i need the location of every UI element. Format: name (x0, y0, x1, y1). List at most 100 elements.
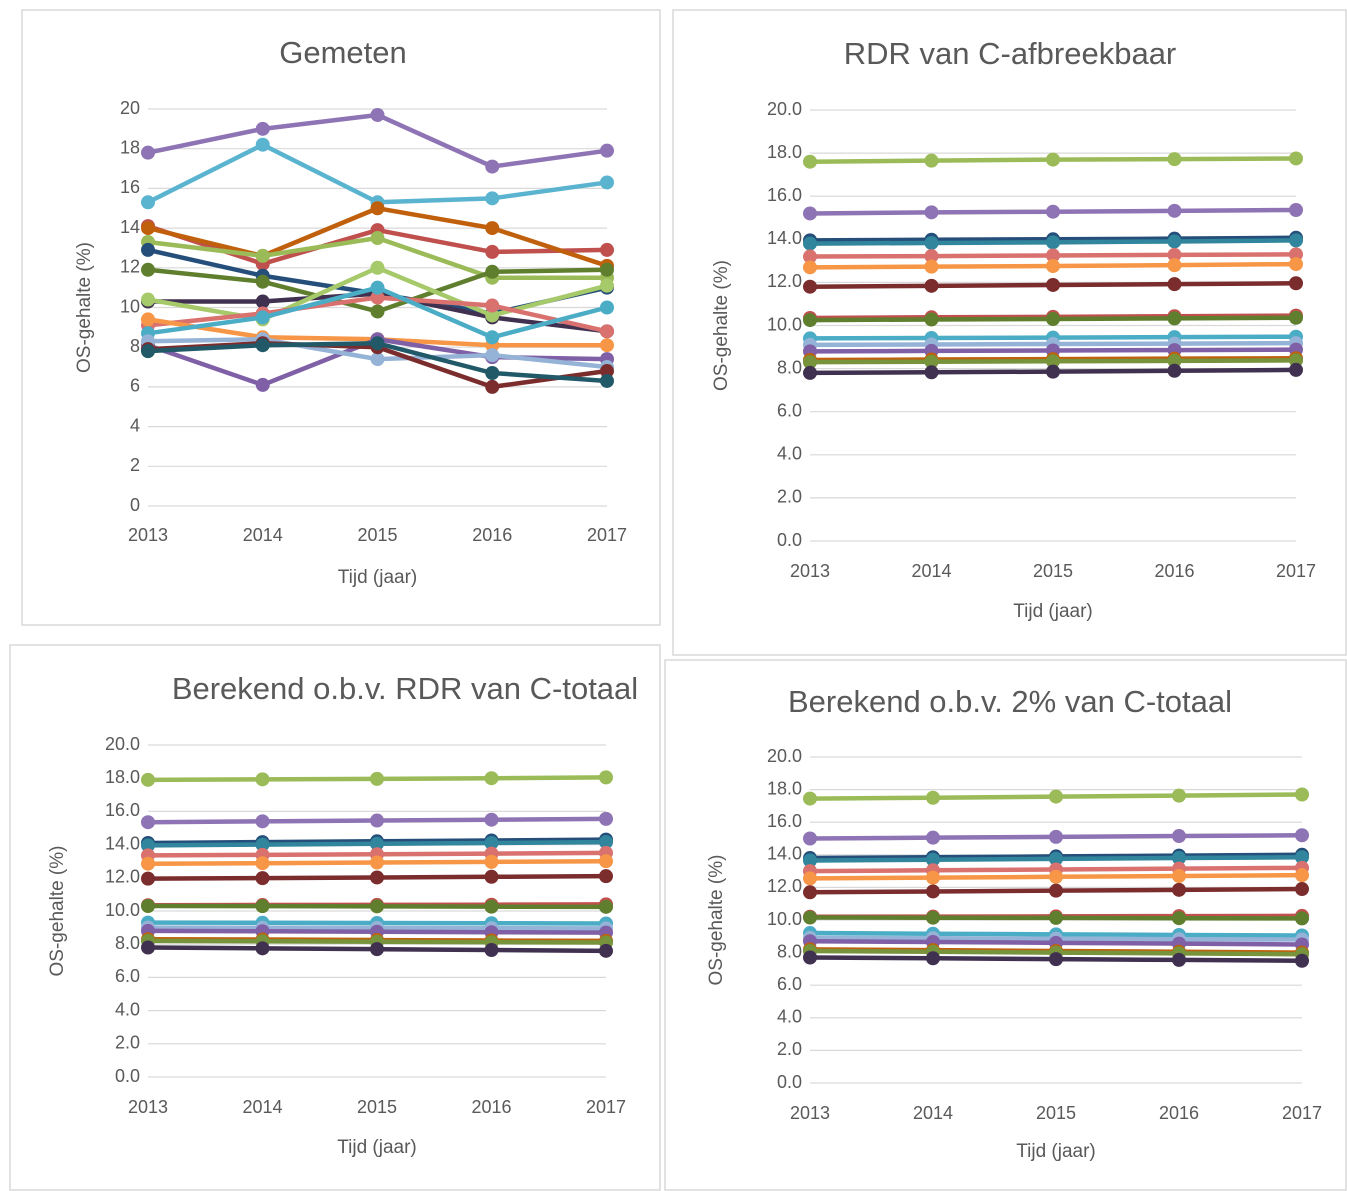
data-point (926, 951, 940, 966)
data-point (599, 854, 613, 869)
y-tick-label: 18 (120, 137, 140, 157)
series-line (146, 142, 608, 205)
y-axis-title: OS-gehalte (%) (74, 242, 95, 373)
data-point (1046, 248, 1060, 263)
data-point (926, 830, 940, 845)
x-tick-label: 2015 (357, 525, 397, 545)
data-point (803, 355, 817, 370)
data-point (485, 221, 500, 236)
data-point (1295, 882, 1309, 897)
data-point (600, 175, 614, 190)
data-point (924, 153, 939, 168)
data-point (141, 145, 155, 160)
data-point (1295, 850, 1309, 865)
data-point (926, 852, 940, 867)
data-point (600, 338, 614, 353)
x-tick-label: 2017 (587, 525, 627, 545)
data-point (926, 790, 940, 805)
data-point (803, 365, 817, 380)
data-point (485, 348, 500, 363)
x-axis-title: Tijd (jaar) (1016, 1141, 1096, 1162)
x-tick-label: 2014 (242, 1097, 282, 1117)
data-point (370, 201, 385, 216)
data-point (370, 813, 384, 828)
data-point (370, 942, 384, 957)
data-point (255, 248, 270, 263)
data-point (141, 899, 155, 914)
data-point (141, 772, 155, 787)
data-point (926, 884, 940, 899)
data-point (255, 941, 270, 956)
data-point (924, 354, 939, 369)
data-point (255, 837, 270, 852)
chart-title: Berekend o.b.v. 2% van C-totaal (788, 684, 1232, 719)
y-tick-label: 4.0 (115, 999, 140, 1019)
data-point (370, 336, 385, 351)
data-point (370, 290, 385, 305)
data-point (1172, 911, 1186, 926)
x-tick-label: 2016 (471, 1097, 511, 1117)
data-point (1295, 911, 1309, 926)
y-tick-label: 10.0 (105, 900, 140, 920)
data-point (924, 312, 939, 327)
data-point (141, 312, 155, 327)
panel-frame (672, 9, 1347, 656)
y-tick-label: 16.0 (105, 800, 140, 820)
data-point (1289, 151, 1303, 166)
data-point (1172, 868, 1186, 883)
data-point (141, 262, 155, 277)
data-point (1289, 362, 1303, 377)
data-point (1049, 883, 1063, 898)
x-tick-label: 2013 (790, 1103, 830, 1123)
data-point (803, 313, 817, 328)
data-point (1049, 952, 1063, 967)
data-point (370, 280, 385, 295)
data-point (600, 262, 614, 277)
x-axis-title: Tijd (jaar) (337, 1137, 417, 1158)
data-point (485, 298, 500, 313)
data-point (1289, 202, 1303, 217)
data-point (370, 352, 385, 367)
data-point (803, 260, 817, 275)
data-point (1289, 276, 1303, 291)
x-tick-label: 2015 (1033, 561, 1073, 581)
y-tick-label: 14.0 (767, 228, 802, 248)
x-tick-label: 2014 (913, 1103, 953, 1123)
data-point (1295, 828, 1309, 843)
data-point (600, 364, 614, 379)
data-point (803, 885, 817, 900)
data-point (1049, 851, 1063, 866)
data-point (1167, 363, 1182, 378)
data-point (484, 854, 499, 869)
data-point (255, 814, 270, 829)
data-point (1046, 312, 1060, 327)
data-point (484, 771, 499, 786)
y-tick-label: 18.0 (105, 767, 140, 787)
y-tick-label: 0.0 (777, 1072, 802, 1092)
x-tick-label: 2015 (1036, 1103, 1076, 1123)
data-point (924, 365, 939, 380)
data-point (803, 831, 817, 846)
data-point (141, 221, 155, 236)
data-point (600, 373, 614, 388)
y-tick-label: 2.0 (777, 487, 802, 507)
data-point (255, 377, 270, 392)
y-tick-label: 8.0 (777, 357, 802, 377)
x-tick-label: 2013 (128, 525, 168, 545)
y-tick-label: 8.0 (777, 941, 802, 961)
data-point (255, 338, 270, 353)
data-point (484, 869, 499, 884)
y-tick-label: 10.0 (767, 909, 802, 929)
data-point (141, 344, 155, 359)
data-point (255, 310, 270, 325)
data-point (485, 264, 500, 279)
data-point (255, 294, 270, 309)
y-tick-label: 6 (130, 376, 140, 396)
data-point (255, 871, 270, 886)
y-tick-label: 20.0 (767, 99, 802, 119)
data-point (1167, 258, 1182, 273)
data-point (1172, 952, 1186, 967)
data-point (924, 205, 939, 220)
y-tick-label: 2.0 (777, 1039, 802, 1059)
